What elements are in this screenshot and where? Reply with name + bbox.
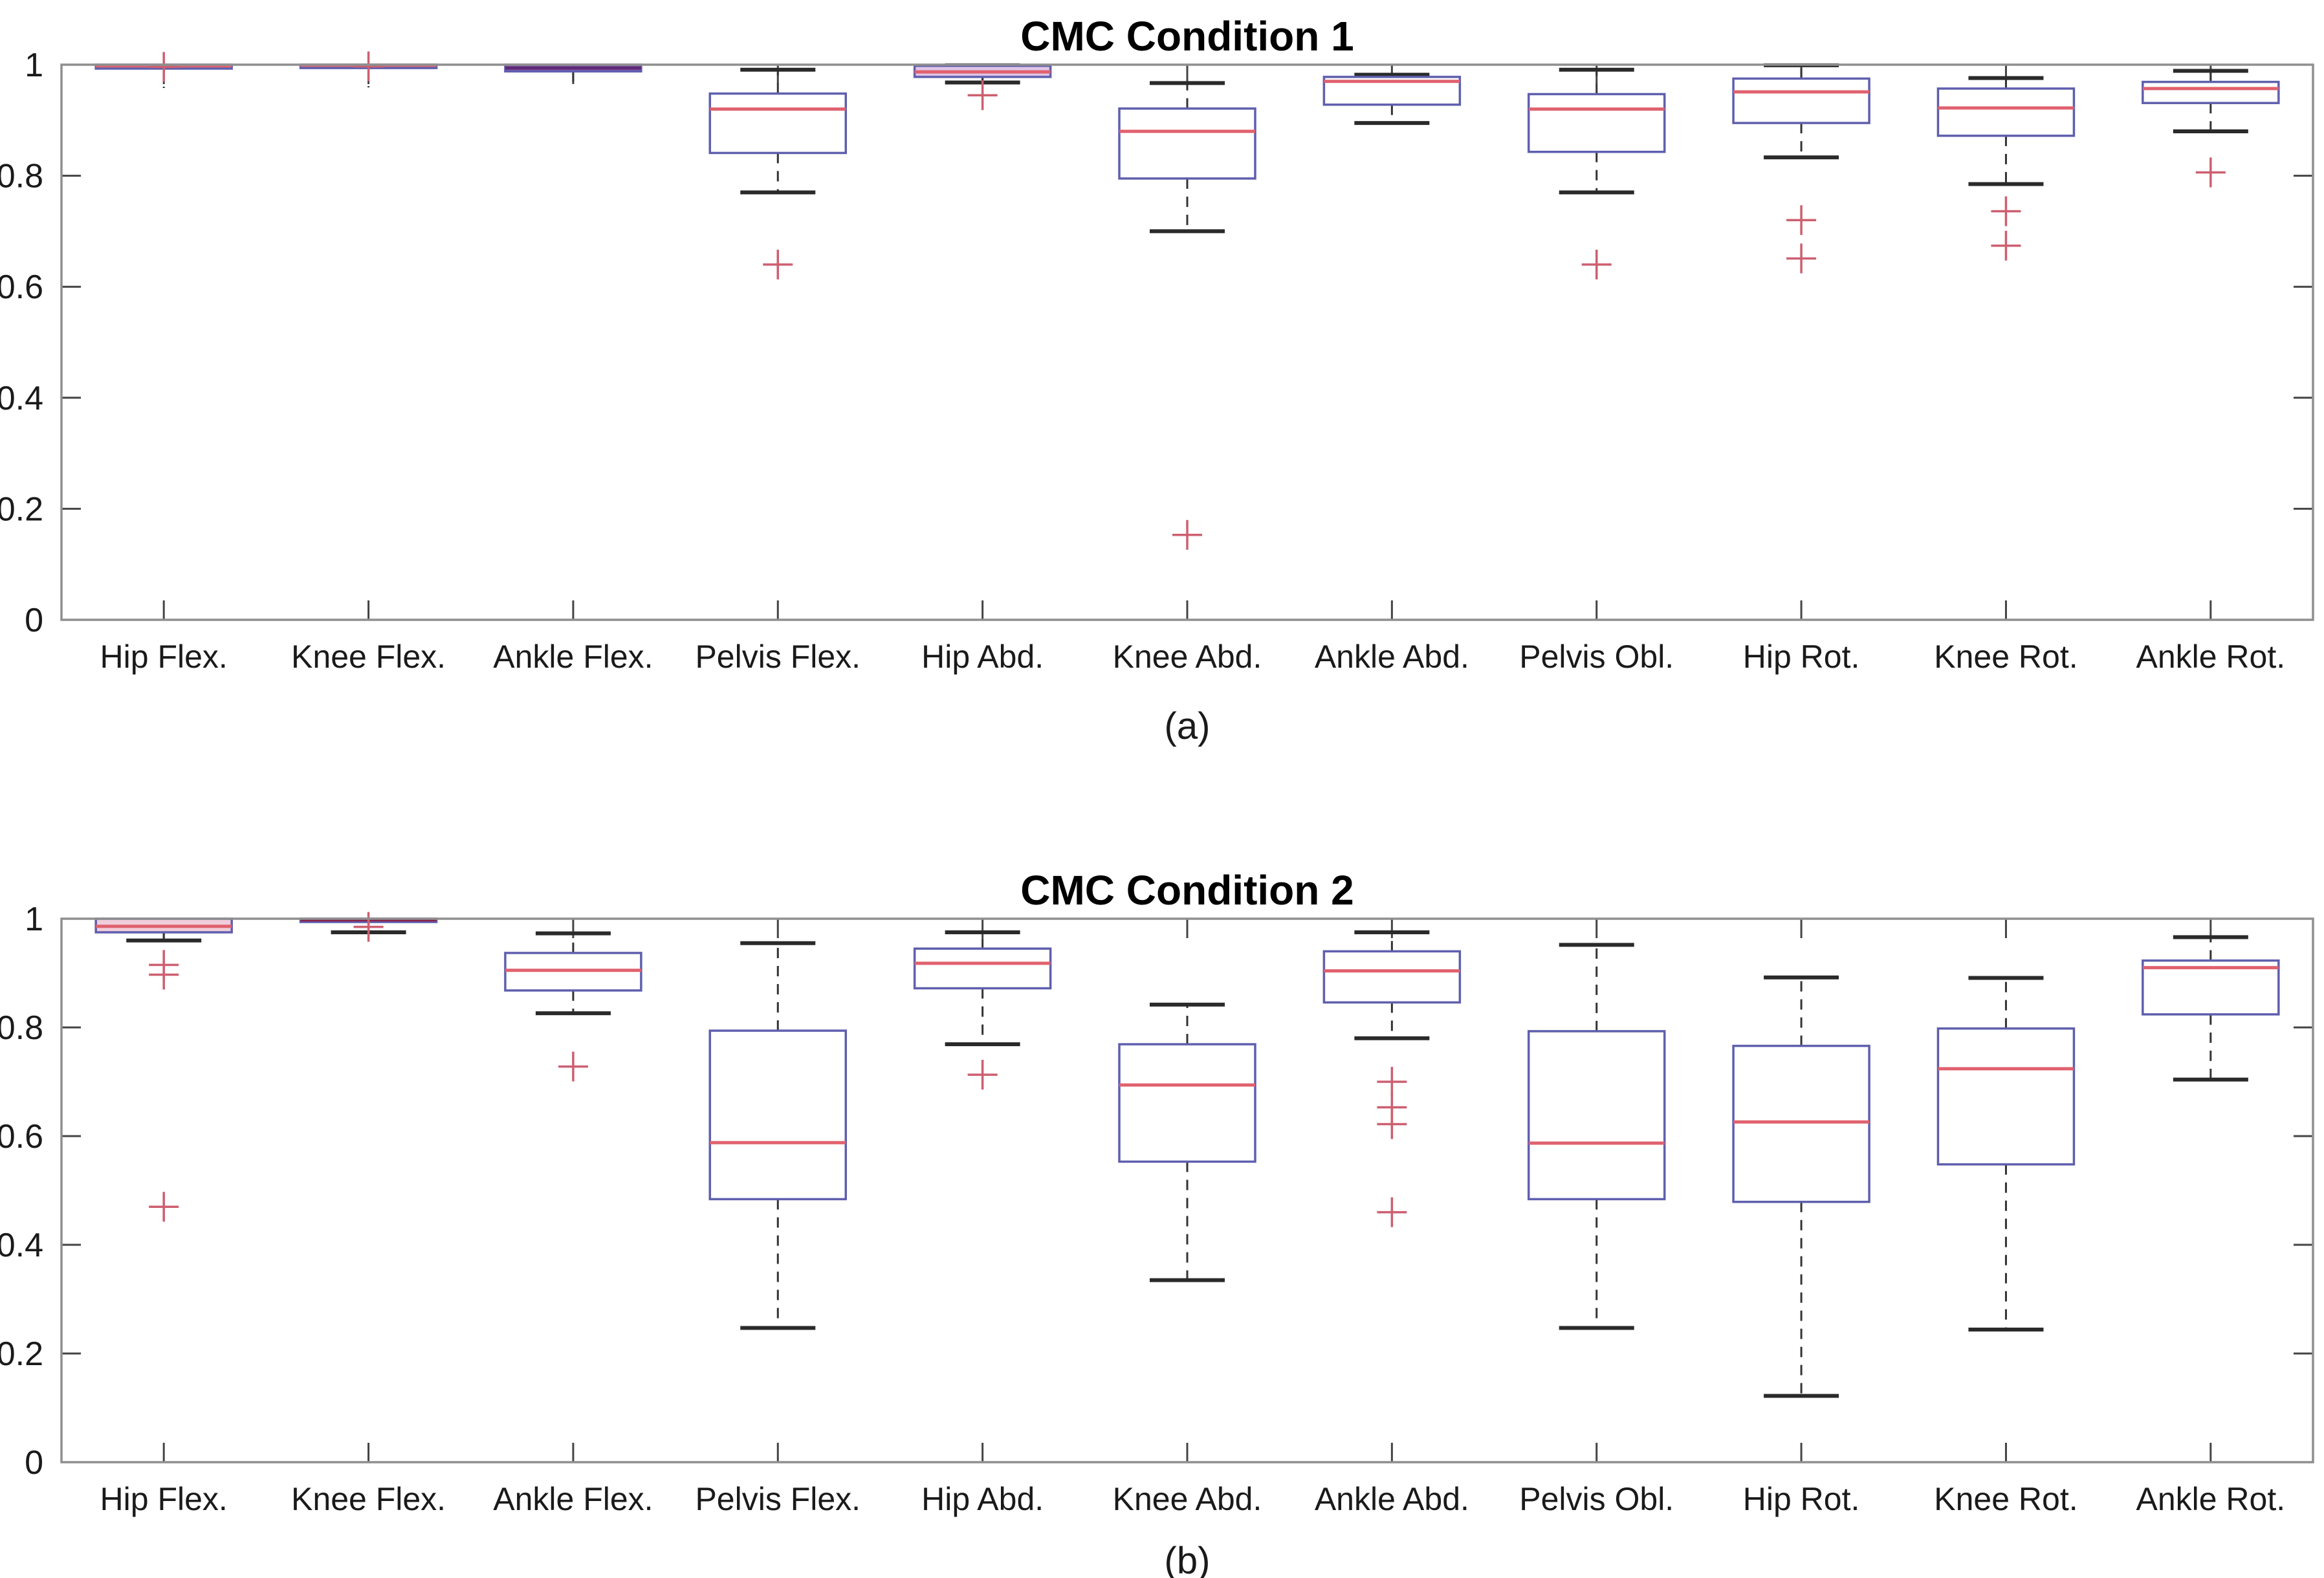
box-group bbox=[1322, 930, 1462, 1227]
iqr-box bbox=[1118, 1043, 1256, 1163]
box-group bbox=[708, 67, 848, 279]
box-group bbox=[1322, 72, 1462, 126]
panel-b-title: CMC Condition 2 bbox=[1020, 867, 1354, 914]
x-category-label: Hip Flex. bbox=[100, 639, 228, 675]
box-group bbox=[299, 912, 438, 942]
panel-b-plot: 0 0.2 0.4 0.6 0.8 1 Hip Flex. Knee Flex. Ankle F… bbox=[0, 901, 2314, 1517]
x-category-label: Ankle Flex. bbox=[493, 639, 653, 675]
y-tick-label: 0.2 bbox=[0, 490, 43, 528]
y-tick-label: 0.2 bbox=[0, 1335, 43, 1373]
y-tick-label: 0.8 bbox=[0, 158, 43, 195]
y-tick-label: 0.4 bbox=[0, 1227, 43, 1264]
x-category-label: Ankle Rot. bbox=[2136, 1481, 2285, 1517]
iqr-box bbox=[1936, 1027, 2076, 1166]
x-category-label: Pelvis Flex. bbox=[695, 639, 861, 675]
x-category-label: Hip Flex. bbox=[100, 1481, 228, 1517]
box-group bbox=[94, 917, 233, 1222]
x-category-label: Pelvis Obl. bbox=[1519, 1481, 1674, 1517]
x-category-label: Pelvis Flex. bbox=[695, 1481, 861, 1517]
x-category-label: Knee Abd. bbox=[1113, 639, 1262, 675]
axes-frame bbox=[60, 63, 2314, 621]
iqr-box bbox=[708, 92, 848, 155]
x-category-label: Hip Abd. bbox=[921, 1481, 1044, 1517]
iqr-box bbox=[1732, 77, 1870, 124]
iqr-box bbox=[1322, 950, 1462, 1004]
iqr-box bbox=[1732, 1044, 1870, 1203]
box-group bbox=[504, 931, 642, 1082]
box-group bbox=[2142, 935, 2280, 1082]
box-group bbox=[1527, 67, 1666, 279]
box-group bbox=[1732, 975, 1870, 1398]
iqr-box bbox=[1936, 87, 2076, 137]
box-group bbox=[1527, 943, 1666, 1330]
y-tick-label: 0.4 bbox=[0, 380, 43, 417]
iqr-box bbox=[708, 1029, 848, 1201]
panel-a-title: CMC Condition 1 bbox=[1020, 13, 1354, 60]
box-group bbox=[1936, 76, 2076, 261]
x-category-label: Ankle Flex. bbox=[493, 1481, 653, 1517]
iqr-box bbox=[2142, 80, 2280, 104]
iqr-box bbox=[2142, 959, 2280, 1016]
panel-a-caption: (a) bbox=[1165, 705, 1211, 747]
box-group bbox=[2142, 69, 2280, 188]
box-group bbox=[1936, 976, 2076, 1332]
x-category-label: Knee Rot. bbox=[1934, 1481, 2077, 1517]
y-tick-label: 1 bbox=[25, 47, 43, 84]
panel-b-caption: (b) bbox=[1165, 1540, 1211, 1578]
x-category-label: Hip Rot. bbox=[1743, 1481, 1860, 1517]
box-group bbox=[913, 930, 1052, 1090]
x-category-label: Ankle Abd. bbox=[1315, 639, 1469, 675]
x-category-label: Knee Rot. bbox=[1934, 639, 2077, 675]
y-tick-label: 0 bbox=[25, 602, 43, 639]
x-category-label: Hip Abd. bbox=[921, 639, 1044, 675]
box-group bbox=[1732, 63, 1870, 274]
box-group bbox=[708, 941, 848, 1330]
y-tick-label: 0.6 bbox=[0, 1118, 43, 1156]
box-group bbox=[1118, 81, 1256, 550]
x-category-label: Ankle Abd. bbox=[1315, 1481, 1469, 1517]
iqr-box bbox=[913, 947, 1052, 990]
y-tick-label: 1 bbox=[25, 901, 43, 938]
y-tick-label: 0.6 bbox=[0, 268, 43, 306]
x-category-label: Knee Flex. bbox=[291, 1481, 446, 1517]
x-category-label: Ankle Rot. bbox=[2136, 639, 2285, 675]
axes-frame bbox=[60, 917, 2314, 1463]
box-group bbox=[1118, 1002, 1256, 1282]
x-category-label: Knee Abd. bbox=[1113, 1481, 1262, 1517]
y-tick-label: 0.8 bbox=[0, 1009, 43, 1047]
x-category-label: Knee Flex. bbox=[291, 639, 446, 675]
x-category-label: Hip Rot. bbox=[1743, 639, 1860, 675]
iqr-box bbox=[1527, 1030, 1666, 1201]
iqr-box bbox=[1118, 107, 1256, 180]
panel-a-plot: 0 0.2 0.4 0.6 0.8 1 Hip Flex. Knee Flex. Ankle F… bbox=[0, 47, 2314, 675]
y-tick-label: 0 bbox=[25, 1444, 43, 1482]
box-group bbox=[913, 63, 1052, 111]
x-category-label: Pelvis Obl. bbox=[1519, 639, 1674, 675]
iqr-box bbox=[1527, 93, 1666, 153]
